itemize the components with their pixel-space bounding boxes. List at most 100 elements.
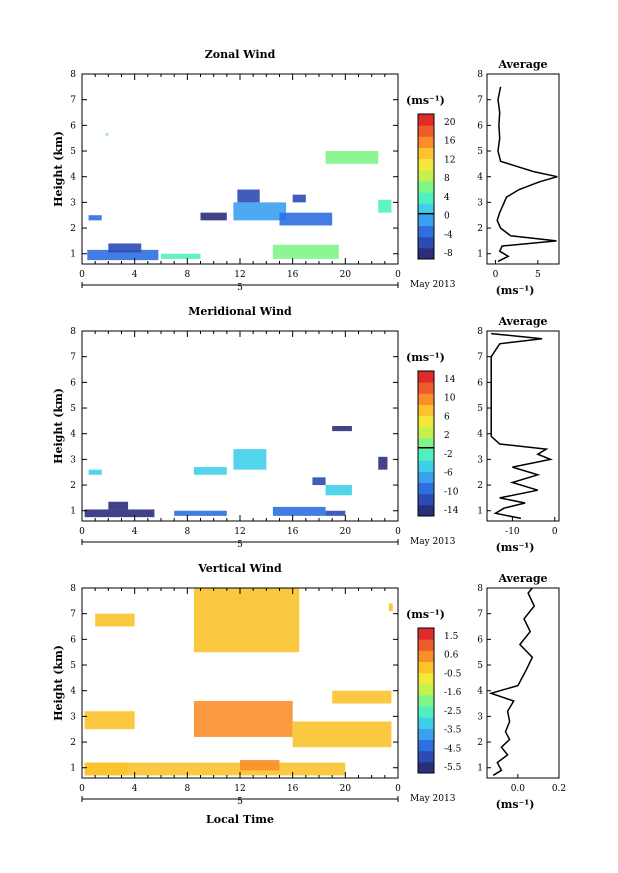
ytick-label: 5 [70,661,76,671]
colorbar-swatch [418,739,434,752]
heatmap-patch [84,762,346,776]
colorbar-swatch [418,147,434,160]
xtick-label: 0 [395,527,401,537]
colorbar-tick-label: -14 [444,506,459,516]
month-label: May 2013 [410,794,456,804]
ytick-label: 6 [70,121,76,131]
colorbar-tick-label: 10 [444,394,456,404]
heatmap-patch [95,613,135,627]
colorbar-tick-label: 8 [444,174,450,184]
chart-title: Vertical Wind [197,562,282,575]
day-label: 5 [237,797,243,807]
average-ytick-label: 5 [477,404,483,414]
xtick-label: 4 [132,784,138,794]
average-title: Average [497,58,547,71]
colorbar-swatch [418,728,434,741]
average-ytick-label: 5 [477,147,483,157]
colorbar-swatch [418,236,434,249]
colorbar-swatch [418,717,434,729]
ytick-label: 7 [70,353,76,363]
colorbar-swatch [418,404,434,417]
xtick-label: 4 [132,270,138,280]
colorbar-swatch [418,750,434,763]
chart-title: Meridional Wind [188,305,292,318]
colorbar-swatch [418,426,434,439]
heatmap-patch [193,700,293,737]
average-ytick-label: 8 [477,584,483,594]
colorbar-swatch [418,192,434,204]
average-ytick-label: 4 [477,430,483,440]
xtick-label: 20 [340,270,352,280]
average-xtick-label: 5 [535,270,541,280]
average-xtick-label: 0.2 [552,784,566,794]
colorbar-swatch [418,114,434,126]
colorbar-swatch [418,493,434,506]
heatmap-patch [240,760,280,771]
colorbar-label: (ms⁻¹) [406,351,445,364]
average-frame [486,330,560,522]
average-ytick-label: 4 [477,173,483,183]
average-ytick-label: 6 [477,378,483,388]
heatmap-patch [161,253,201,259]
ytick-label: 1 [70,250,76,260]
average-ytick-label: 8 [477,327,483,337]
heatmap-patch [193,467,227,475]
xtick-label: 8 [184,527,190,537]
ytick-label: 6 [70,378,76,388]
colorbar-tick-label: -4.5 [444,744,462,754]
average-ytick-label: 1 [477,507,483,517]
colorbar-swatch [418,437,434,450]
xtick-label: 0 [395,270,401,280]
average-ytick-label: 7 [477,353,483,363]
colorbar-label: (ms⁻¹) [406,94,445,107]
heatmap-patch [388,603,393,612]
ytick-label: 8 [70,327,76,337]
colorbar-tick-label: -8 [444,249,453,259]
xaxis-label: Local Time [206,813,274,826]
ytick-label: 1 [70,764,76,774]
heatmap-patch [233,449,267,470]
xtick-label: 0 [395,784,401,794]
xtick-label: 12 [234,270,245,280]
yaxis-label: Height (km) [52,131,65,207]
ytick-label: 4 [70,430,76,440]
average-title: Average [497,315,547,328]
colorbar-swatch [418,371,434,383]
colorbar-swatch [418,382,434,394]
colorbar-tick-label: -6 [444,469,453,479]
colorbar-swatch [418,449,434,461]
ytick-label: 3 [70,712,76,722]
ytick-label: 5 [70,147,76,157]
colorbar-tick-label: -5.5 [444,763,462,773]
xtick-label: 4 [132,527,138,537]
average-ytick-label: 2 [477,738,483,748]
colorbar-tick-label: 6 [444,412,450,422]
colorbar-swatch [418,180,434,193]
colorbar-swatch [418,706,434,718]
month-label: May 2013 [410,537,456,547]
heatmap-patch [88,215,102,221]
colorbar-frame [417,113,435,260]
heatmap-patch [174,510,227,516]
colorbar-swatch [418,460,434,472]
ytick-label: 1 [70,507,76,517]
heatmap-patch [332,426,352,432]
heatmap-patch [84,762,129,776]
heatmap-patch [279,212,333,226]
heatmap-patch [292,194,306,203]
chart-title: Zonal Wind [205,48,276,61]
heatmap-patch [87,249,159,261]
average-ytick-label: 2 [477,481,483,491]
colorbar-frame [417,627,435,774]
average-ytick-label: 7 [477,96,483,106]
colorbar-tick-label: 12 [444,155,455,165]
day-label: 5 [237,540,243,550]
heatmap-patch [312,477,326,486]
average-xtick-label: -10 [505,527,520,537]
heatmap-patch [378,199,392,213]
xtick-label: 0 [79,527,85,537]
colorbar-tick-label: -2 [444,450,453,460]
average-frame [486,73,560,265]
average-ytick-label: 5 [477,661,483,671]
